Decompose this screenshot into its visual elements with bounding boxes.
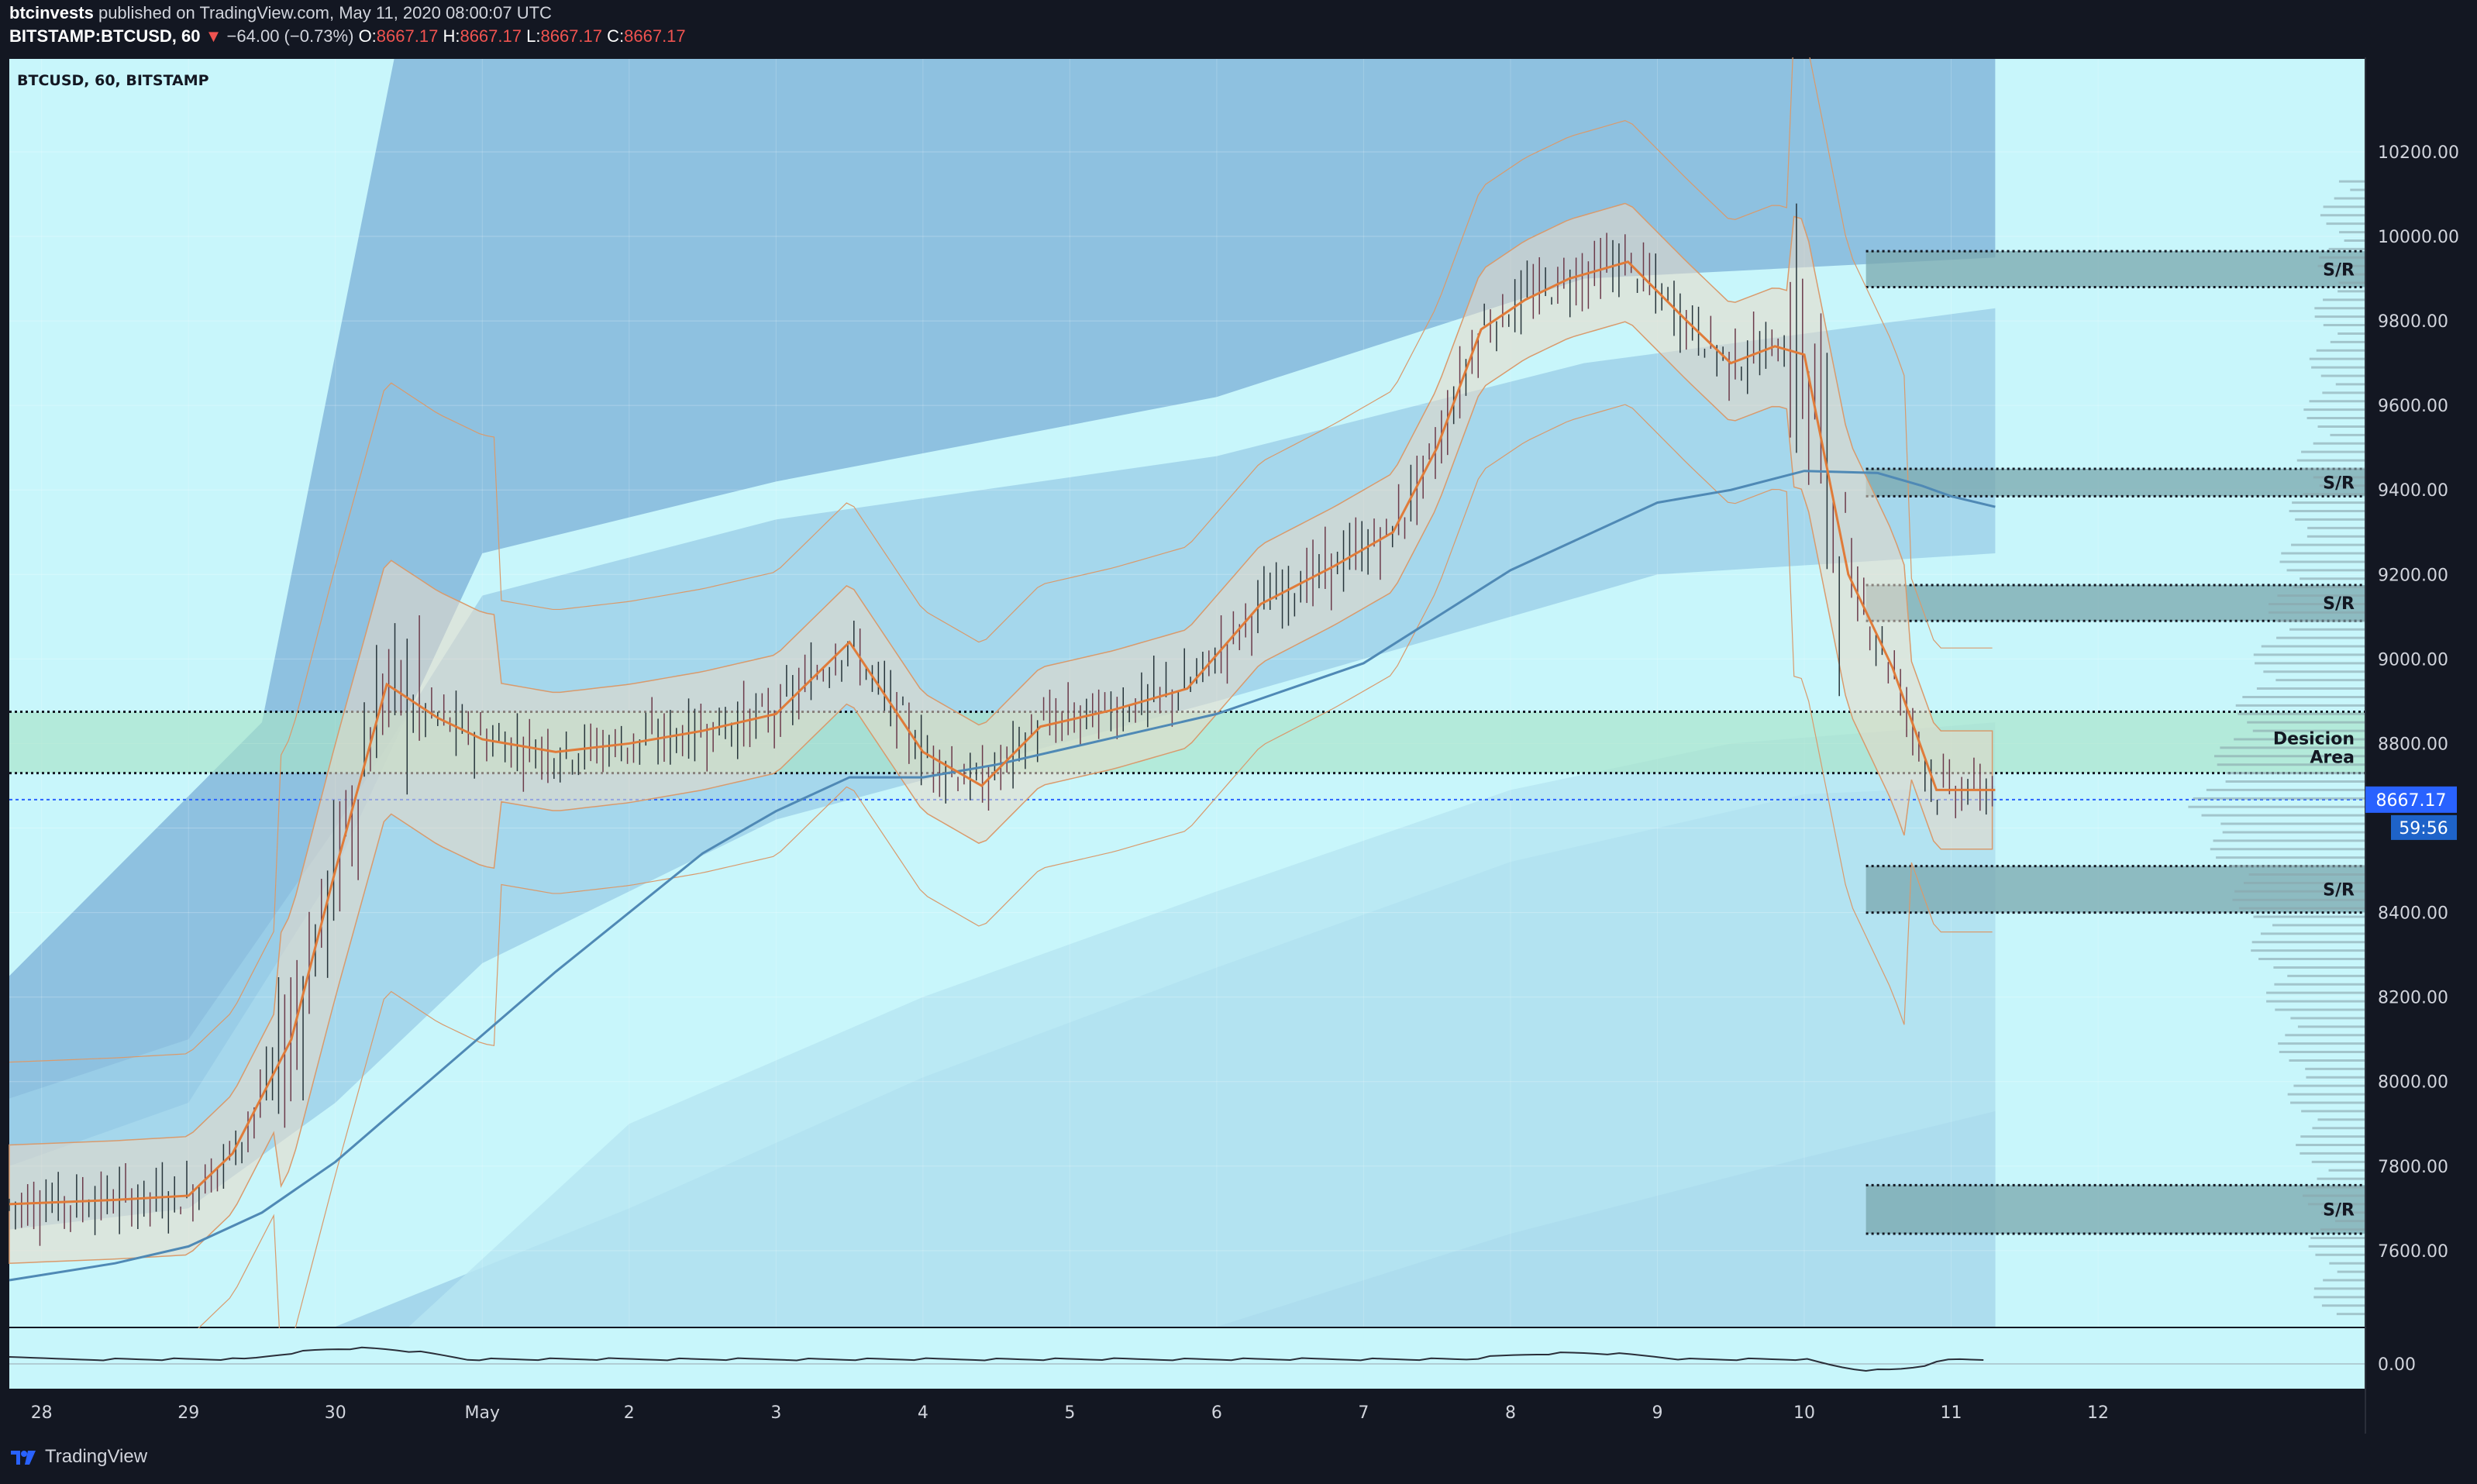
change-value: −64.00 (−0.73%) [226,26,354,46]
time-tick-label: 10 [1793,1403,1815,1423]
price-tick-label: 9200.00 [2378,566,2448,585]
price-axis[interactable]: 7600.00 7800.00 8000.00 8200.00 8400.00 8800.… [2365,57,2459,1434]
published-text: published on TradingView.com, May 11, 20… [98,3,552,22]
sr-label: S/R [2323,260,2355,280]
time-tick-label: 11 [1941,1403,1962,1423]
price-tick-label: 8000.00 [2378,1073,2448,1093]
footer-brand[interactable]: TradingView [9,1446,147,1468]
time-tick-label: 3 [770,1403,781,1423]
sr-zone [1866,866,2365,913]
time-tick-label: 5 [1064,1403,1075,1423]
price-tick-label: 9400.00 [2378,481,2448,501]
time-tick-label: 7 [1358,1403,1369,1423]
price-tick-label: 7600.00 [2378,1242,2448,1262]
footer-bar: TradingView [0,1434,2477,1484]
ma-fast-line [9,260,1996,1206]
publisher-name[interactable]: btcinvests [9,3,94,22]
low-label: L: [526,26,541,46]
time-tick-label: May [465,1403,500,1423]
price-tick-label: 8400.00 [2378,904,2448,924]
ohlc-line: BITSTAMP:BTCUSD, 60 ▼ −64.00 (−0.73%) O:… [9,26,686,46]
time-tick-label: 29 [177,1403,199,1423]
time-axis[interactable]: 28 29 30 May 2 3 4 5 6 7 8 9 10 11 12 [31,1403,2109,1423]
countdown-value: 59:56 [2399,819,2448,838]
sr-label: S/R [2323,474,2355,494]
time-tick-label: 9 [1652,1403,1662,1423]
time-tick-label: 28 [31,1403,53,1423]
publisher-line: btcinvests published on TradingView.com,… [9,3,552,23]
price-tick-label: 10200.00 [2378,143,2459,163]
oscillator-pane: 0.00 [9,1328,2416,1389]
price-bars [9,203,1993,1246]
price-tick-label: 9600.00 [2378,397,2448,416]
legend-title: BTCUSD, 60, BITSTAMP [17,72,209,89]
background-band [9,59,1996,1166]
time-tick-label: 2 [624,1403,635,1423]
sr-zone [1866,468,2365,497]
close-value: 8667.17 [624,26,686,46]
high-label: H: [443,26,460,46]
oscillator-zero-label: 0.00 [2378,1355,2416,1375]
close-label: C: [607,26,625,46]
background-bands [9,59,1996,1327]
countdown-box [2391,814,2457,840]
low-value: 8667.17 [540,26,602,46]
ma-slow-line [9,470,1996,1282]
time-tick-label: 6 [1211,1403,1222,1423]
open-label: O: [358,26,377,46]
price-tick-label: 9800.00 [2378,312,2448,332]
header-bar: btcinvests published on TradingView.com,… [0,0,2477,57]
price-marker-box [2365,786,2457,813]
footer-brand-text: TradingView [45,1446,148,1467]
decision-label-2: Area [2310,749,2355,768]
down-arrow-icon: ▼ [205,26,222,46]
symbol-label: BITSTAMP:BTCUSD, 60 [9,26,201,46]
sr-label: S/R [2323,594,2355,614]
sr-label: S/R [2323,881,2355,900]
sr-label: S/R [2323,1201,2355,1221]
background-band [9,308,1996,1230]
background-band [408,722,1996,1327]
sr-zone [1866,1185,2365,1234]
price-marker-value: 8667.17 [2376,791,2447,811]
price-tick-label: 7800.00 [2378,1158,2448,1177]
oscillator-line [9,1346,1984,1372]
last-price-marker: 8667.17 59:56 [2365,786,2457,840]
moving-averages [9,260,1996,1282]
inner-envelope [9,202,1993,1264]
open-value: 8667.17 [376,26,439,46]
time-tick-label: 30 [325,1403,346,1423]
time-tick-label: 12 [2087,1403,2109,1423]
decision-label-1: Desicion [2273,730,2355,749]
price-tick-label: 8800.00 [2378,735,2448,754]
time-tick-label: 8 [1505,1403,1516,1423]
price-tick-label: 8200.00 [2378,989,2448,1008]
tradingview-logo-icon [11,1451,36,1465]
high-value: 8667.17 [460,26,522,46]
sr-zone [1866,251,2365,288]
price-tick-label: 9000.00 [2378,650,2448,670]
time-tick-label: 4 [918,1403,928,1423]
outer-envelope-upper [9,57,1993,1063]
price-tick-label: 10000.00 [2378,228,2459,247]
